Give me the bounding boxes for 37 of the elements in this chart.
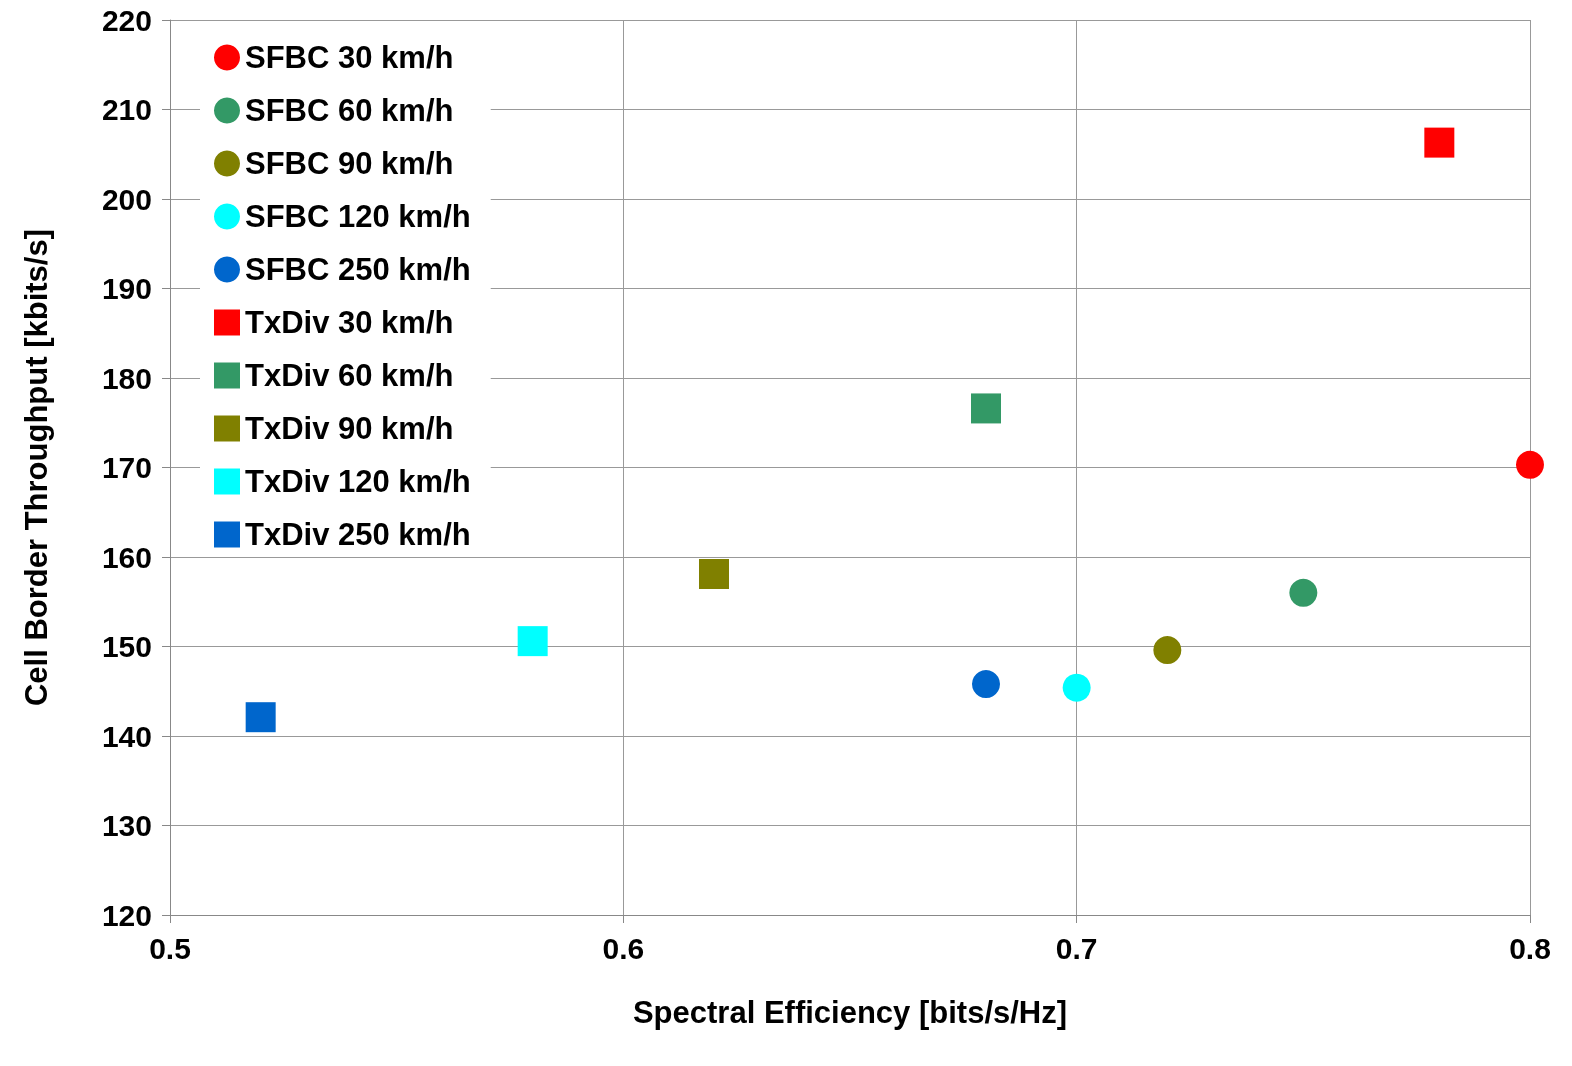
y-tick-label: 210: [101, 93, 152, 126]
point: [517, 626, 548, 657]
point: [1424, 127, 1455, 158]
y-tick-label: 130: [101, 809, 152, 842]
y-tick-label: 120: [101, 898, 152, 932]
legend-label: TxDiv 60 km/h: [245, 358, 454, 393]
point: [971, 393, 1001, 424]
legend-label: SFBC 30 km/h: [245, 40, 454, 75]
y-axis-title: Cell Border Throughput [kbits/s]: [19, 228, 54, 707]
legend-label: SFBC 250 km/h: [245, 252, 471, 287]
point: [1516, 450, 1544, 479]
legend-label: TxDiv 30 km/h: [245, 305, 454, 340]
legend-label: TxDiv 250 km/h: [245, 517, 471, 552]
y-tick-label: 170: [101, 451, 152, 484]
legend-label: TxDiv 90 km/h: [245, 411, 454, 446]
y-tick-label: 220: [101, 3, 152, 37]
legend-label: SFBC 90 km/h: [245, 146, 454, 181]
x-tick-label: 0.6: [602, 931, 645, 965]
legend-label: TxDiv 120 km/h: [245, 464, 471, 499]
point: [972, 670, 1000, 699]
legend-label: SFBC 120 km/h: [245, 199, 471, 234]
point: [1153, 636, 1182, 665]
y-tick-label: 150: [101, 630, 152, 663]
x-axis-title: Spectral Efficiency [bits/s/Hz]: [632, 995, 1068, 1030]
y-tick-label: 200: [101, 182, 152, 216]
point: [245, 702, 276, 733]
point: [699, 559, 729, 590]
point: [1289, 578, 1318, 607]
y-tick-label: 190: [101, 272, 152, 305]
y-tick-label: 140: [101, 719, 152, 753]
y-tick-label: 180: [101, 361, 152, 395]
x-tick-label: 0.5: [149, 931, 191, 965]
point: [1062, 673, 1091, 702]
x-tick-label: 0.8: [1509, 931, 1551, 965]
legend-label: SFBC 60 km/h: [245, 93, 454, 128]
x-tick-label: 0.7: [1055, 931, 1098, 965]
y-tick-label: 160: [101, 540, 152, 574]
